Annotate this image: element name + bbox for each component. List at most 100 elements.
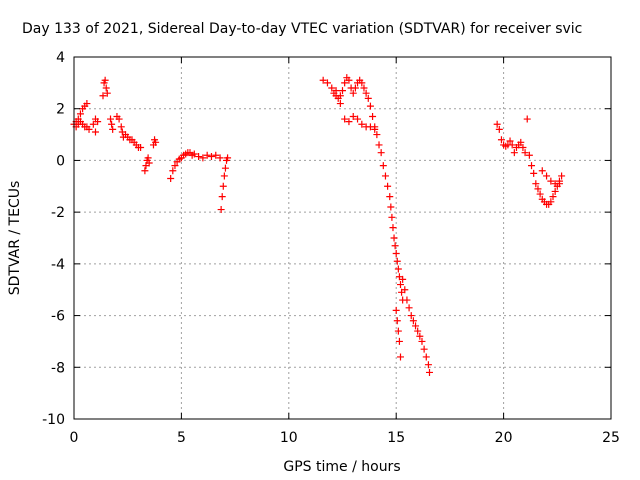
data-point (212, 151, 220, 159)
data-point (401, 286, 409, 294)
data-point (345, 118, 353, 126)
data-point (519, 144, 527, 151)
data-point (349, 89, 357, 97)
data-point (364, 94, 372, 102)
data-point (528, 162, 536, 170)
y-tick-label: -10 (42, 412, 65, 428)
data-point (109, 125, 117, 133)
data-point (102, 84, 110, 92)
data-point (506, 137, 514, 145)
data-point (525, 151, 533, 159)
data-point (349, 112, 357, 120)
data-point (117, 123, 125, 131)
data-point (221, 164, 229, 172)
data-point (412, 322, 420, 330)
data-point (493, 120, 501, 128)
data-point (89, 120, 97, 128)
data-point (392, 306, 400, 314)
data-point (547, 177, 555, 185)
data-point (369, 112, 377, 120)
data-point (393, 317, 401, 325)
data-point (371, 125, 379, 133)
data-point (386, 193, 394, 201)
chart-title: Day 133 of 2021, Sidereal Day-to-day VTE… (22, 21, 582, 37)
data-point (169, 167, 177, 175)
data-point (416, 332, 424, 340)
data-point (141, 167, 149, 175)
data-point (341, 79, 349, 87)
data-point (99, 92, 107, 100)
data-point (388, 213, 396, 221)
data-point (203, 151, 211, 159)
x-tick-label: 5 (177, 430, 186, 446)
data-point (145, 159, 153, 167)
data-point (422, 353, 430, 361)
data-point (195, 153, 203, 161)
data-point (115, 115, 123, 123)
data-point (319, 76, 327, 84)
data-point (83, 100, 91, 108)
data-point (396, 281, 404, 289)
data-point (555, 180, 563, 188)
data-point (407, 312, 415, 320)
data-point (409, 317, 417, 325)
x-tick-label: 15 (387, 430, 405, 446)
data-point (190, 150, 198, 158)
data-point (405, 304, 413, 312)
data-point (393, 257, 401, 265)
data-point (425, 368, 433, 376)
data-point (216, 154, 224, 162)
data-point (336, 100, 344, 108)
data-point (218, 193, 226, 201)
x-tick-label: 25 (602, 430, 620, 446)
data-point (377, 149, 385, 157)
data-point (351, 84, 359, 92)
data-point (399, 275, 407, 283)
data-point (534, 185, 542, 193)
data-point (551, 187, 559, 195)
data-point (199, 154, 207, 162)
y-tick-labels: -10 -8 -6 -4 -2 0 2 4 (42, 50, 65, 428)
data-point (558, 172, 566, 180)
data-point (366, 102, 374, 110)
data-point (358, 120, 366, 128)
data-point (392, 250, 400, 258)
x-tick-labels: 0 5 10 15 20 25 (70, 430, 620, 446)
data-point (510, 149, 518, 157)
data-point (220, 172, 228, 180)
data-point (517, 138, 525, 146)
data-point (384, 182, 392, 190)
data-point (532, 180, 540, 188)
data-point (390, 234, 398, 242)
data-point (362, 89, 370, 97)
y-tick-label: 4 (56, 50, 65, 66)
data-point (103, 89, 111, 97)
data-point (107, 115, 115, 123)
data-point (530, 169, 538, 177)
data-point (375, 141, 383, 149)
data-point (171, 162, 179, 170)
data-point (424, 361, 432, 369)
y-tick-label: -4 (51, 257, 65, 273)
data-point (396, 353, 404, 361)
data-point (521, 149, 529, 157)
data-point (394, 265, 402, 273)
data-point (538, 167, 546, 175)
data-point (391, 242, 399, 250)
data-point (219, 182, 227, 190)
data-point (547, 198, 555, 206)
data-point (144, 154, 152, 162)
data-point (85, 125, 93, 133)
data-point (418, 337, 426, 345)
y-tick-label: 0 (56, 153, 65, 169)
y-tick-label: -6 (51, 309, 65, 325)
data-point (495, 125, 503, 133)
data-point (379, 162, 387, 170)
data-point (101, 76, 109, 84)
data-point (508, 141, 516, 149)
y-tick-label: 2 (56, 102, 65, 118)
data-point (76, 110, 84, 118)
data-point (394, 327, 402, 335)
